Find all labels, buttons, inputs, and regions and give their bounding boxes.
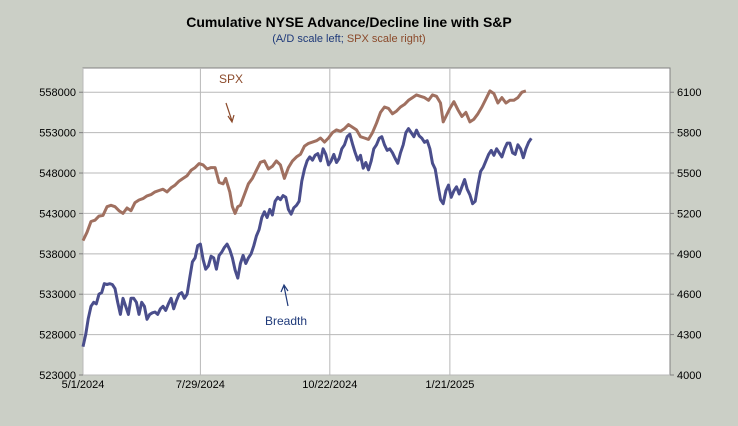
x-axis: 5/1/2024 7/29/2024 10/22/2024 1/21/2025	[62, 379, 475, 391]
right-tick-label: 4300	[677, 330, 701, 342]
left-tick-label: 543000	[39, 208, 76, 220]
spx-annotation: SPX	[219, 72, 243, 86]
breadth-annotation: Breadth	[265, 314, 307, 328]
breadth-line	[81, 127, 533, 348]
spx-annotation-arrow	[225, 102, 235, 124]
x-tick-label: 7/29/2024	[176, 379, 225, 391]
x-tick-label: 5/1/2024	[62, 379, 105, 391]
right-tick-label: 5800	[677, 128, 701, 140]
series-group	[81, 89, 533, 348]
spx-line	[81, 89, 527, 242]
subtitle-right-part: SPX scale right)	[347, 33, 426, 45]
left-tick-label: 533000	[39, 289, 76, 301]
right-tick-label: 6100	[677, 87, 701, 99]
left-tick-label: 523000	[39, 370, 76, 382]
x-tick-label: 10/22/2024	[302, 379, 357, 391]
left-tick-label: 538000	[39, 249, 76, 261]
chart-subtitle: (A/D scale left; SPX scale right)	[272, 33, 425, 45]
left-tick-label: 553000	[39, 128, 76, 140]
right-tick-label: 4000	[677, 370, 701, 382]
right-tick-label: 4900	[677, 249, 701, 261]
left-axis: 523000 528000 533000 538000 543000 548000 5530…	[39, 87, 83, 382]
right-axis: 4000 4300 4600 4900 5200 5500 5800 6100	[670, 87, 701, 382]
plot-area	[82, 67, 671, 376]
left-tick-label: 528000	[39, 330, 76, 342]
left-tick-label: 548000	[39, 168, 76, 180]
left-tick-label: 558000	[39, 87, 76, 99]
chart-title: Cumulative NYSE Advance/Decline line wit…	[186, 14, 511, 30]
right-tick-label: 5500	[677, 168, 701, 180]
breadth-annotation-arrow	[280, 283, 289, 307]
right-tick-label: 5200	[677, 208, 701, 220]
subtitle-left-part: (A/D scale left;	[272, 33, 347, 45]
x-tick-label: 1/21/2025	[425, 379, 474, 391]
right-tick-label: 4600	[677, 289, 701, 301]
